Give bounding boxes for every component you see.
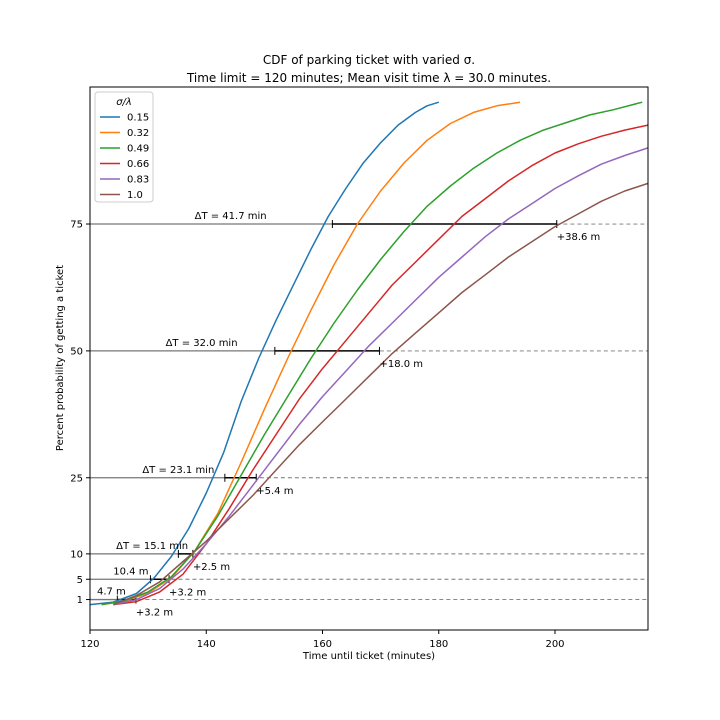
x-tick-label: 160 (313, 639, 332, 650)
legend-label: 0.66 (127, 159, 149, 170)
chart-title-line2: Time limit = 120 minutes; Mean visit tim… (186, 71, 551, 85)
y-tick-label: 1 (77, 595, 83, 606)
chart-title-line1: CDF of parking ticket with varied σ. (263, 53, 475, 67)
y-tick-label: 5 (77, 575, 83, 586)
legend-box (94, 91, 154, 203)
legend-label: 0.32 (127, 128, 149, 139)
x-tick-label: 120 (80, 639, 99, 650)
legend: σ/λ 0.15 0.32 0.49 0.66 0.83 1.0 (94, 91, 154, 203)
delta-segments (116, 220, 558, 604)
y-tick-label: 10 (70, 549, 83, 560)
legend-label: 0.15 (127, 113, 149, 124)
delta-label: ΔT = 32.0 min (166, 338, 238, 349)
delta-extra-label: +18.0 m (379, 359, 423, 370)
legend-label: 0.83 (127, 175, 149, 186)
series-line-0-83 (113, 147, 649, 606)
delta-extra-label: +2.5 m (193, 562, 230, 573)
legend-label: 0.49 (127, 144, 149, 155)
delta-extra-label: +3.2 m (136, 608, 173, 619)
delta-extra-label: +5.4 m (256, 486, 293, 497)
x-tick-label: 180 (429, 639, 448, 650)
annotations: ΔT = 41.7 min +38.6 m ΔT = 32.0 min +18.0 m… (97, 211, 600, 619)
delta-extra-label: +38.6 m (557, 232, 601, 243)
delta-label: 10.4 m (113, 566, 148, 577)
y-tick-label: 50 (70, 346, 83, 357)
series-line-0-32 (101, 101, 521, 606)
delta-label: ΔT = 15.1 min (116, 541, 188, 552)
delta-label: ΔT = 41.7 min (195, 211, 267, 222)
series-line-1-0 (113, 182, 649, 606)
series-line-0-15 (89, 101, 440, 606)
delta-extra-label: +3.2 m (169, 587, 206, 598)
legend-items: 0.15 0.32 0.49 0.66 0.83 1.0 (100, 113, 149, 201)
x-tick-label: 200 (545, 639, 564, 650)
delta-label: ΔT = 23.1 min (142, 465, 214, 476)
plot-frame (89, 86, 649, 631)
x-tick-label: 140 (197, 639, 216, 650)
y-axis-label: Percent probability of getting a ticket (55, 265, 66, 451)
x-axis-label: Time until ticket (minutes) (302, 651, 435, 662)
y-tick-label: 75 (70, 220, 83, 231)
series-lines (89, 101, 649, 606)
x-axis-ticks: 120 140 160 180 200 (80, 630, 565, 650)
delta-label: 4.7 m (97, 587, 126, 598)
y-tick-label: 25 (70, 473, 83, 484)
legend-title: σ/λ (116, 97, 132, 108)
y-axis-ticks: 1 5 10 25 50 75 (70, 220, 90, 606)
legend-label: 1.0 (127, 190, 143, 201)
